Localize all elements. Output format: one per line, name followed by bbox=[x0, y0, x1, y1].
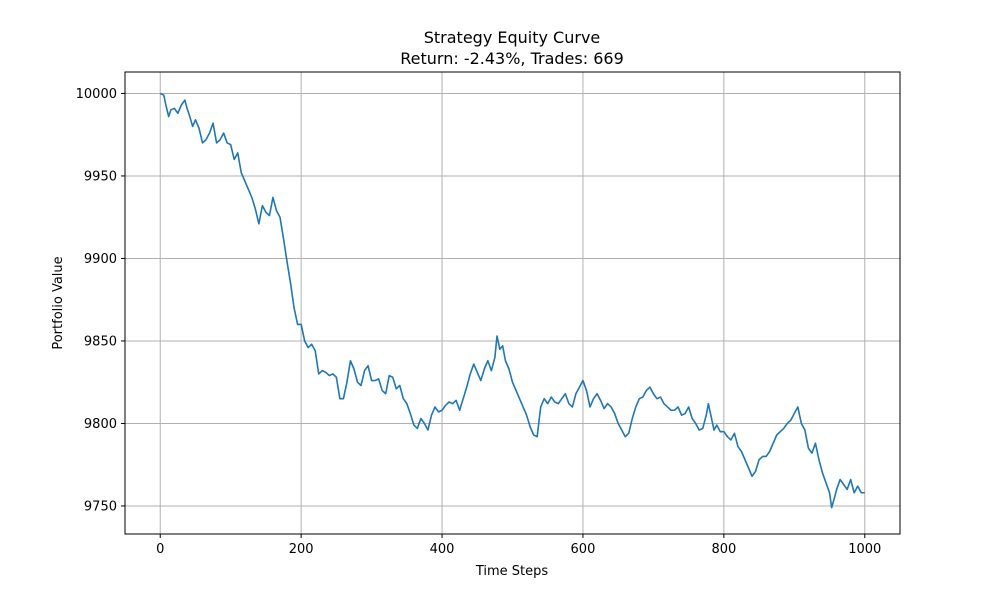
x-tick-label: 200 bbox=[289, 542, 314, 557]
x-tick-label: 800 bbox=[711, 542, 736, 557]
grid-lines bbox=[125, 72, 900, 534]
chart-subtitle: Return: -2.43%, Trades: 669 bbox=[400, 49, 624, 68]
x-tick-label: 600 bbox=[571, 542, 596, 557]
y-tick-label: 9850 bbox=[84, 334, 117, 349]
y-tick-label: 9900 bbox=[84, 252, 117, 267]
chart-title: Strategy Equity Curve bbox=[424, 28, 601, 47]
y-axis: 9750 9800 9850 9900 9950 10000 bbox=[76, 87, 125, 514]
x-axis: 0 200 400 600 800 1000 bbox=[156, 534, 881, 557]
x-tick-label: 1000 bbox=[848, 542, 881, 557]
plot-frame bbox=[124, 71, 901, 535]
y-tick-label: 9950 bbox=[84, 169, 117, 184]
y-tick-label: 9800 bbox=[84, 417, 117, 432]
equity-series-line bbox=[159, 92, 865, 509]
x-axis-label: Time Steps bbox=[475, 564, 549, 579]
x-tick-label: 400 bbox=[430, 542, 455, 557]
x-tick-label: 0 bbox=[156, 542, 164, 557]
y-tick-label: 9750 bbox=[84, 499, 117, 514]
y-tick-label: 10000 bbox=[76, 87, 117, 102]
y-axis-label: Portfolio Value bbox=[51, 256, 66, 349]
